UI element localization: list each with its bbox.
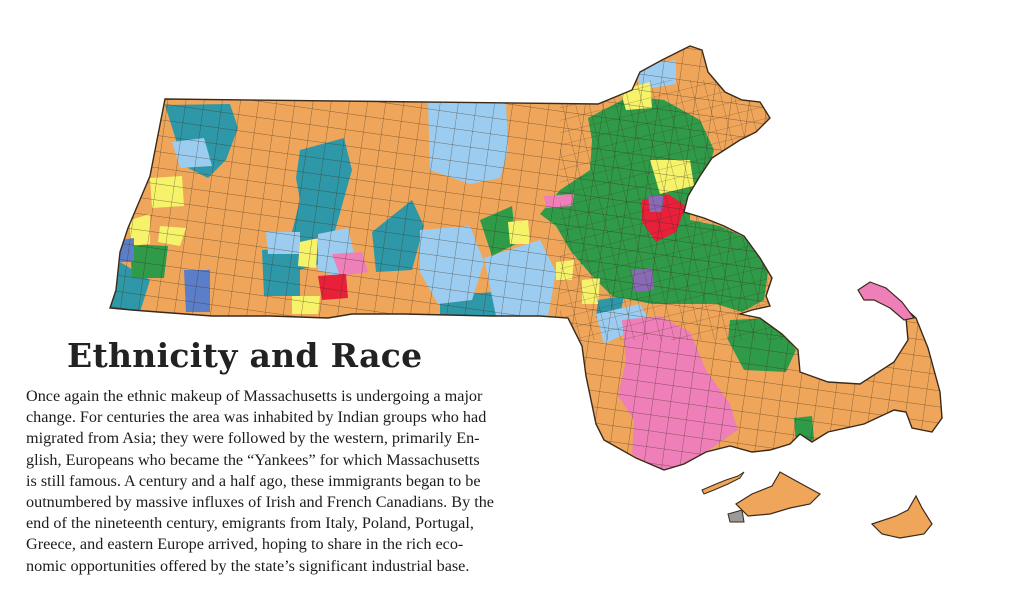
body-line: nomic opportunities offered by the state… [26,556,470,575]
body-paragraph: Once again the ethnic makeup of Massachu… [26,386,546,577]
body-line: migrated from Asia; they were followed b… [26,429,480,448]
body-line: change. For centuries the area was inhab… [26,408,487,427]
body-line: Greece, and eastern Europe arrived, hopi… [26,535,464,554]
page-title: Ethnicity and Race [67,336,423,375]
marthas-vineyard-island [735,471,821,517]
body-line: Once again the ethnic makeup of Massachu… [26,387,483,405]
body-line: is still famous. A century and a half ag… [26,471,481,490]
body-line: outnumbered by massive influxes of Irish… [26,493,494,512]
cape-cod-tip [857,281,916,321]
body-line: glish, Europeans who became the “Yankees… [26,450,480,469]
gray-island [727,509,745,523]
body-line: end of the nineteenth century, emigrants… [26,514,474,533]
nantucket-island [870,494,933,539]
elizabeth-islands [701,471,745,495]
